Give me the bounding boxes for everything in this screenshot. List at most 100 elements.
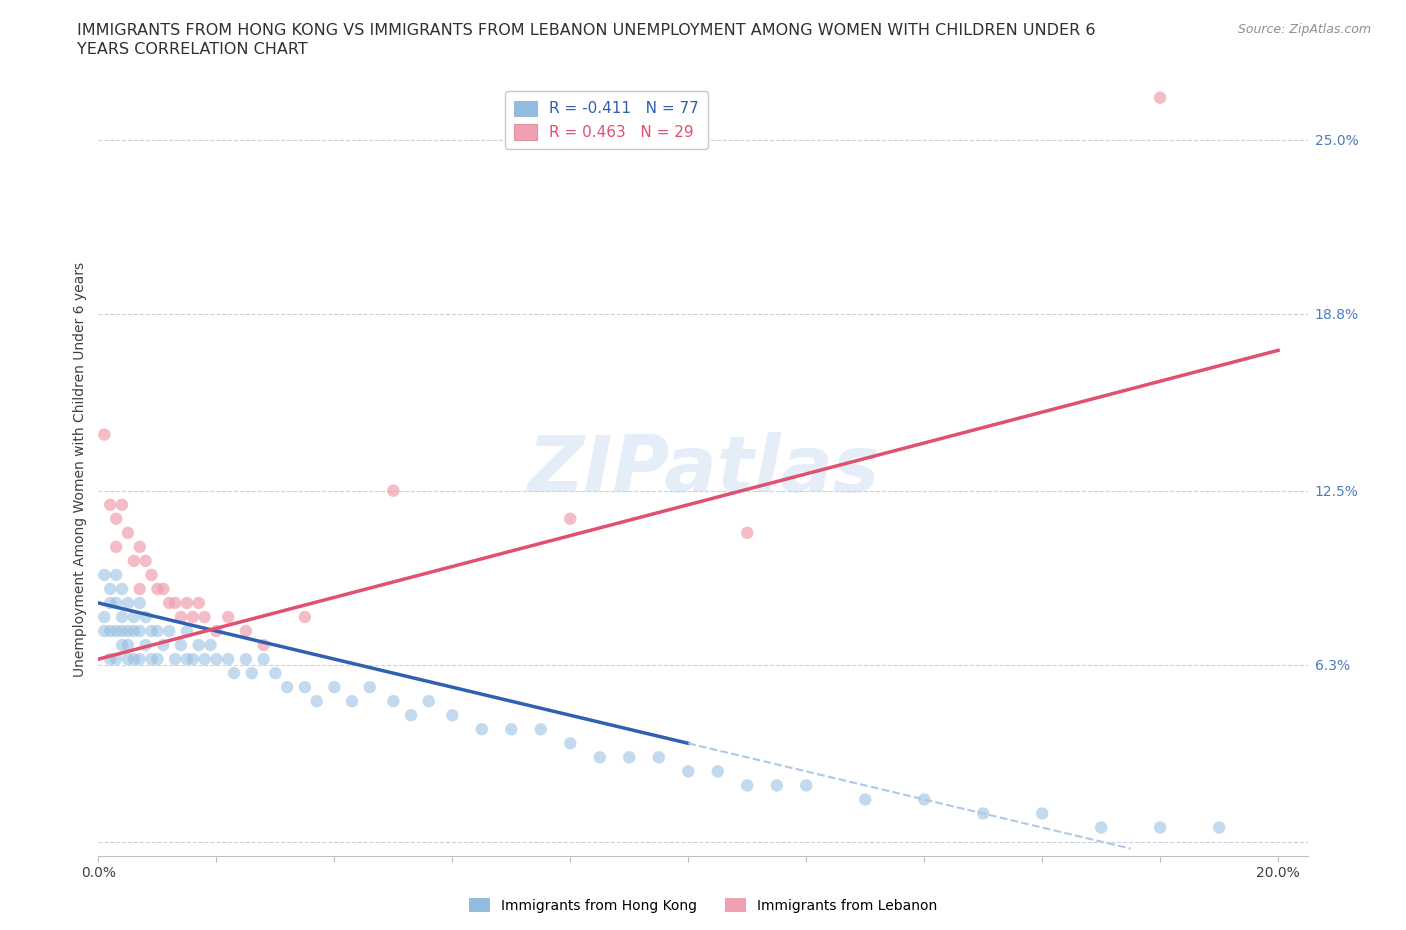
Point	[382, 484, 405, 498]
Point	[117, 595, 139, 610]
Point	[146, 652, 169, 667]
Point	[105, 595, 128, 610]
Point	[181, 609, 204, 624]
Point	[471, 722, 494, 737]
Point	[111, 624, 134, 639]
Point	[264, 666, 287, 681]
Point	[619, 750, 641, 764]
Point	[98, 498, 121, 512]
Point	[235, 652, 257, 667]
Point	[128, 581, 150, 596]
Point	[972, 806, 994, 821]
Point	[305, 694, 328, 709]
Point	[135, 609, 157, 624]
Point	[105, 652, 128, 667]
Point	[98, 624, 121, 639]
Point	[217, 652, 239, 667]
Point	[194, 609, 217, 624]
Point	[141, 652, 163, 667]
Point	[205, 652, 228, 667]
Point	[222, 666, 245, 681]
Point	[235, 624, 257, 639]
Point	[128, 652, 150, 667]
Point	[648, 750, 671, 764]
Point	[1031, 806, 1053, 821]
Point	[399, 708, 422, 723]
Point	[294, 680, 316, 695]
Point	[560, 512, 582, 526]
Point	[323, 680, 346, 695]
Point	[165, 595, 187, 610]
Point	[200, 638, 222, 653]
Point	[359, 680, 381, 695]
Point	[589, 750, 612, 764]
Point	[194, 652, 217, 667]
Point	[135, 553, 157, 568]
Point	[735, 778, 758, 793]
Point	[165, 652, 187, 667]
Point	[141, 567, 163, 582]
Point	[441, 708, 464, 723]
Point	[706, 764, 728, 778]
Point	[93, 567, 115, 582]
Point	[170, 638, 193, 653]
Point	[98, 595, 121, 610]
Point	[252, 652, 274, 667]
Point	[205, 624, 228, 639]
Point	[176, 595, 198, 610]
Legend: Immigrants from Hong Kong, Immigrants from Lebanon: Immigrants from Hong Kong, Immigrants fr…	[464, 893, 942, 919]
Point	[530, 722, 553, 737]
Point	[117, 638, 139, 653]
Point	[1149, 90, 1171, 105]
Point	[912, 792, 935, 807]
Point	[93, 624, 115, 639]
Point	[128, 539, 150, 554]
Text: IMMIGRANTS FROM HONG KONG VS IMMIGRANTS FROM LEBANON UNEMPLOYMENT AMONG WOMEN WI: IMMIGRANTS FROM HONG KONG VS IMMIGRANTS …	[77, 23, 1095, 38]
Point	[105, 624, 128, 639]
Point	[176, 624, 198, 639]
Point	[98, 652, 121, 667]
Point	[117, 525, 139, 540]
Point	[252, 638, 274, 653]
Point	[93, 609, 115, 624]
Point	[122, 652, 145, 667]
Point	[340, 694, 363, 709]
Point	[170, 609, 193, 624]
Point	[152, 638, 174, 653]
Point	[294, 609, 316, 624]
Point	[122, 609, 145, 624]
Point	[111, 498, 134, 512]
Point	[240, 666, 263, 681]
Point	[141, 624, 163, 639]
Legend: R = -0.411   N = 77, R = 0.463   N = 29: R = -0.411 N = 77, R = 0.463 N = 29	[505, 91, 707, 150]
Point	[678, 764, 700, 778]
Point	[382, 694, 405, 709]
Point	[146, 624, 169, 639]
Point	[418, 694, 440, 709]
Point	[157, 595, 180, 610]
Text: Source: ZipAtlas.com: Source: ZipAtlas.com	[1237, 23, 1371, 36]
Point	[122, 553, 145, 568]
Text: YEARS CORRELATION CHART: YEARS CORRELATION CHART	[77, 42, 308, 57]
Point	[157, 624, 180, 639]
Point	[765, 778, 787, 793]
Point	[276, 680, 298, 695]
Point	[111, 609, 134, 624]
Point	[187, 595, 209, 610]
Point	[1149, 820, 1171, 835]
Point	[105, 539, 128, 554]
Point	[111, 638, 134, 653]
Y-axis label: Unemployment Among Women with Children Under 6 years: Unemployment Among Women with Children U…	[73, 262, 87, 677]
Point	[122, 624, 145, 639]
Point	[560, 736, 582, 751]
Point	[135, 638, 157, 653]
Point	[217, 609, 239, 624]
Point	[93, 427, 115, 442]
Point	[794, 778, 817, 793]
Point	[501, 722, 523, 737]
Text: ZIPatlas: ZIPatlas	[527, 432, 879, 508]
Point	[1090, 820, 1112, 835]
Point	[152, 581, 174, 596]
Point	[105, 567, 128, 582]
Point	[117, 624, 139, 639]
